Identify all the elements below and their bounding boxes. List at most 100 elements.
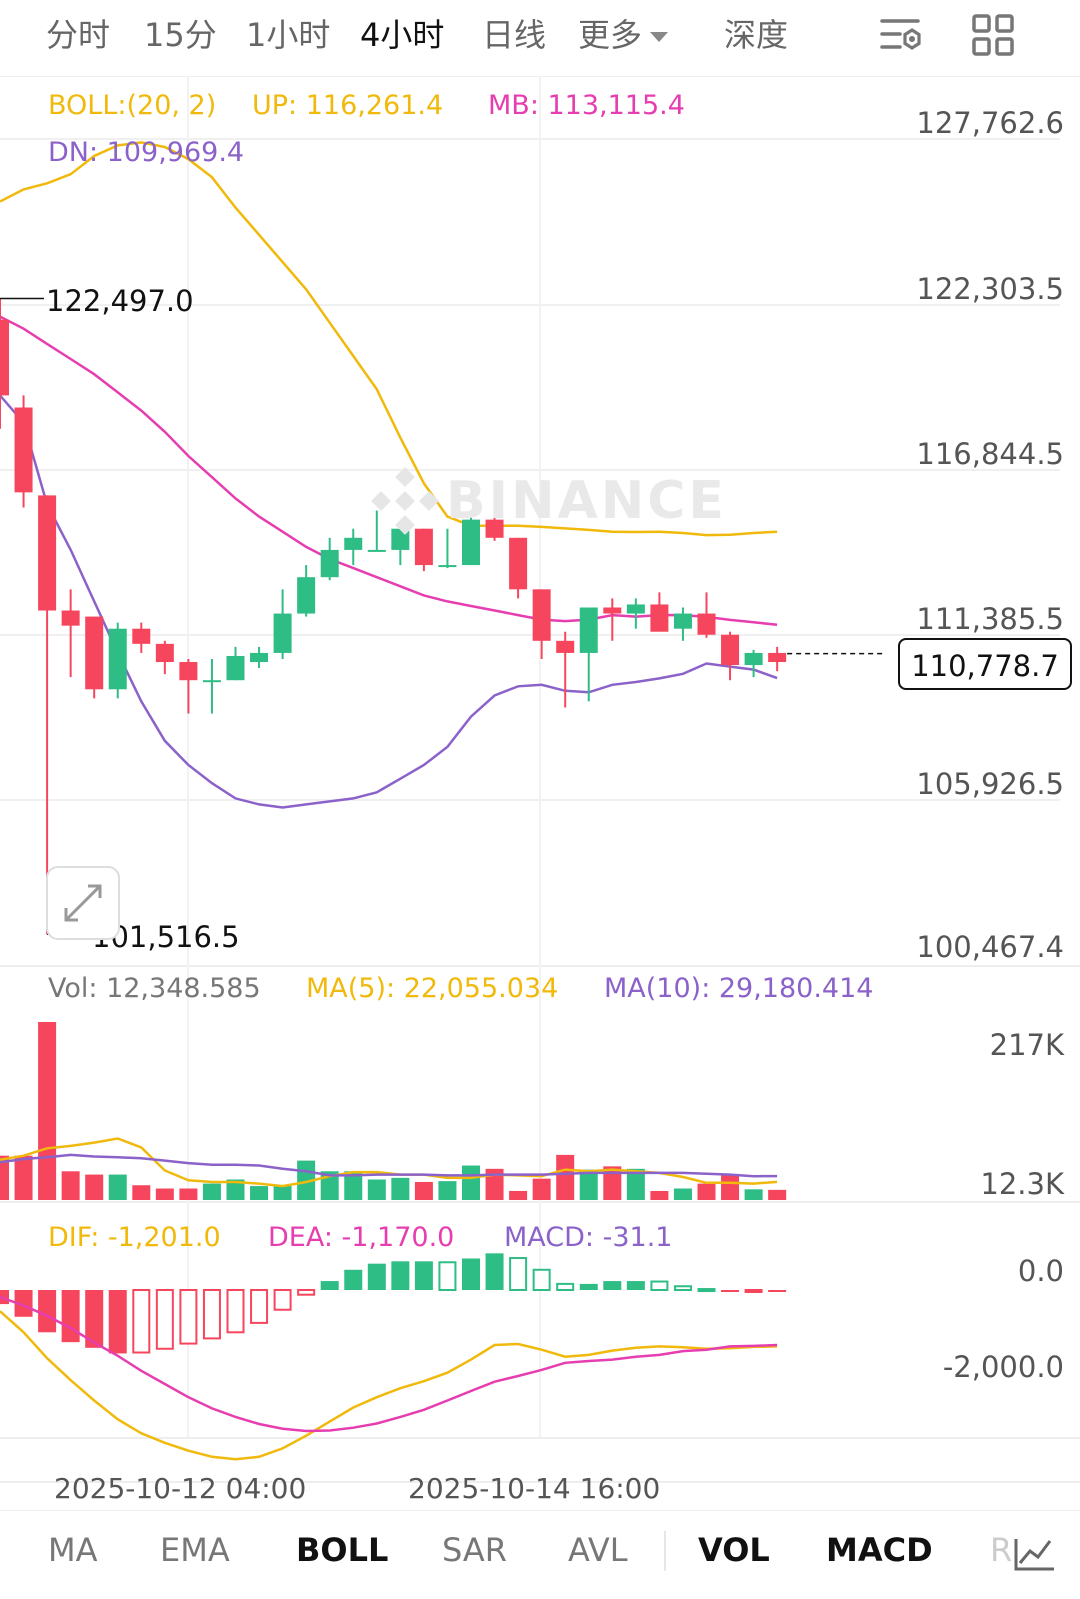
- grid-layout-icon[interactable]: [970, 12, 1016, 62]
- time-axis-label: 2025-10-14 16:00: [408, 1472, 661, 1505]
- high-price-marker: 122,497.0: [46, 284, 194, 318]
- candle-body: [673, 613, 692, 629]
- tab-15m[interactable]: 15分: [144, 16, 217, 54]
- indicator-settings-icon[interactable]: [1010, 1529, 1058, 1581]
- watermark-text: BINANCE: [446, 471, 727, 531]
- chart-settings-icon[interactable]: [878, 12, 924, 62]
- boll-params: BOLL:(20, 2): [48, 90, 217, 121]
- macd-bar: [14, 1290, 33, 1317]
- volume-bar: [438, 1181, 457, 1200]
- candle-body: [61, 610, 80, 626]
- volume-bar: [509, 1190, 528, 1200]
- candle-body: [414, 528, 433, 566]
- volume-bar: [61, 1171, 80, 1200]
- macd-bar: [179, 1289, 198, 1345]
- candle-body: [768, 652, 787, 663]
- price-axis-label: 127,762.6: [916, 106, 1064, 140]
- macd-bar: [579, 1283, 598, 1290]
- macd-value: MACD: -31.1: [504, 1222, 673, 1253]
- price-axis-label: 116,844.5: [916, 437, 1064, 471]
- macd-bar: [391, 1261, 410, 1290]
- indicator-vol[interactable]: VOL: [698, 1531, 770, 1569]
- indicator-bar: MA EMA BOLL SAR AVL VOL MACD R: [0, 1510, 1080, 1599]
- volume-bar: [603, 1166, 622, 1200]
- volume-ma5: MA(5): 22,055.034: [306, 973, 559, 1004]
- candle-body: [650, 604, 669, 632]
- price-axis-label: 122,303.5: [916, 272, 1064, 306]
- macd-dif: DIF: -1,201.0: [48, 1222, 221, 1253]
- candle-body: [579, 607, 598, 653]
- candle-body: [202, 680, 221, 683]
- candle-body: [721, 634, 740, 666]
- macd-bar: [462, 1258, 480, 1290]
- indicator-ema[interactable]: EMA: [160, 1531, 230, 1569]
- macd-bar: [509, 1257, 528, 1292]
- candle-body: [38, 495, 57, 611]
- time-axis-label: 2025-10-12 04:00: [54, 1472, 307, 1505]
- tab-4h[interactable]: 4小时: [360, 16, 445, 54]
- candle-body: [250, 652, 269, 663]
- indicator-avl[interactable]: AVL: [568, 1531, 628, 1569]
- boll-mb-line: [0, 315, 778, 627]
- volume-bar: [673, 1188, 692, 1200]
- macd-bar: [320, 1281, 339, 1290]
- macd-dea-line: [0, 1295, 778, 1433]
- macd-bar: [155, 1289, 174, 1350]
- tab-daily[interactable]: 日线: [482, 16, 547, 54]
- macd-bar: [367, 1263, 386, 1290]
- indicator-macd[interactable]: MACD: [826, 1531, 933, 1569]
- macd-histogram: [0, 1253, 787, 1354]
- tab-1h[interactable]: 1小时: [246, 16, 331, 54]
- macd-bar: [721, 1290, 740, 1292]
- volume-axis-label: 12.3K: [980, 1167, 1064, 1201]
- candle-body: [297, 577, 316, 614]
- macd-bar: [38, 1290, 57, 1333]
- tab-more[interactable]: 更多: [578, 10, 669, 56]
- boll-dn-line: [0, 394, 778, 809]
- indicator-rsi[interactable]: R: [990, 1531, 1013, 1569]
- candle-body: [556, 640, 575, 653]
- macd-bar: [768, 1290, 787, 1292]
- expand-icon: [64, 884, 102, 922]
- indicator-boll[interactable]: BOLL: [296, 1531, 389, 1569]
- volume-bar: [38, 1022, 57, 1200]
- volume-bar: [721, 1174, 740, 1200]
- volume-bar: [650, 1190, 669, 1200]
- macd-bar: [556, 1282, 575, 1292]
- macd-bar: [697, 1288, 716, 1293]
- candle-body: [744, 652, 763, 666]
- tab-fenshi[interactable]: 分时: [46, 16, 111, 54]
- macd-bar: [344, 1269, 363, 1290]
- boll-up-line: [0, 141, 778, 537]
- caret-down-icon: [650, 32, 669, 42]
- macd-bar: [273, 1289, 292, 1311]
- candle-body: [462, 519, 480, 566]
- macd-dif-line: [0, 1310, 778, 1461]
- macd-dea: DEA: -1,170.0: [268, 1222, 455, 1253]
- tab-depth[interactable]: 深度: [724, 16, 789, 54]
- current-price-tag[interactable]: 110,778.7: [898, 638, 1072, 690]
- timeframe-bar: 分时 15分 1小时 4小时 日线 更多 深度: [0, 0, 1080, 77]
- candle-body: [0, 319, 9, 396]
- kline-chart[interactable]: [0, 0, 1080, 1510]
- candle-body: [438, 565, 457, 568]
- volume-ma10: MA(10): 29,180.414: [604, 973, 874, 1004]
- macd-bar: [438, 1261, 457, 1292]
- boll-lines: [0, 141, 778, 809]
- indicator-sar[interactable]: SAR: [442, 1531, 508, 1569]
- binance-logo-icon: [371, 467, 439, 535]
- candle-body: [14, 407, 33, 493]
- macd-bar: [297, 1289, 316, 1296]
- fullscreen-button[interactable]: [46, 866, 120, 940]
- candle-body: [485, 519, 504, 538]
- macd-bar: [744, 1289, 763, 1293]
- volume-ma-lines: [0, 1137, 778, 1188]
- volume-bar: [485, 1168, 504, 1200]
- watermark-logo: BINANCE: [370, 466, 727, 536]
- indicator-ma[interactable]: MA: [48, 1531, 98, 1569]
- volume-bar: [273, 1186, 292, 1200]
- volume-bar: [155, 1188, 174, 1200]
- volume-bar: [744, 1189, 763, 1200]
- volume-bar: [697, 1183, 716, 1200]
- candle-body: [344, 537, 363, 550]
